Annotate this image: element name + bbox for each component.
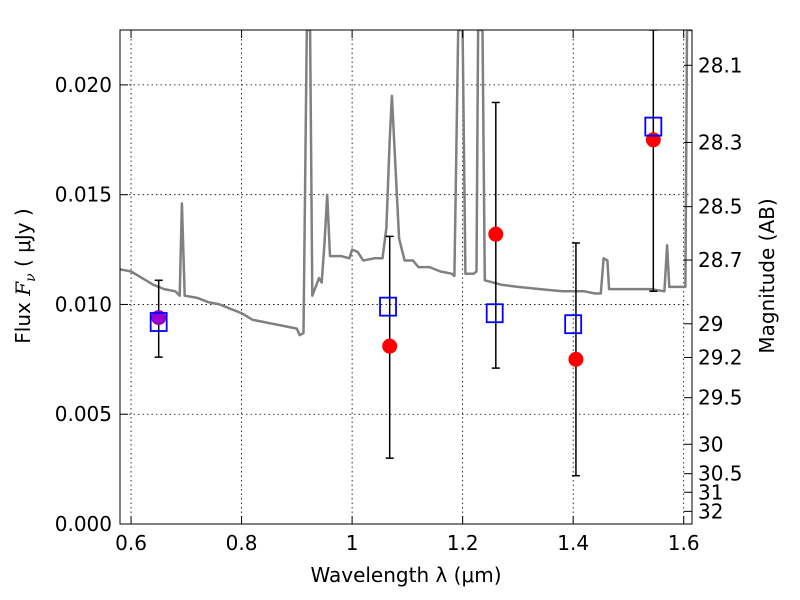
x-tick-label: 1.2 xyxy=(447,531,479,555)
y-axis-label-symbol: F xyxy=(11,281,35,297)
right-tick-label: 29 xyxy=(698,312,723,336)
y-tick-label: 0.005 xyxy=(55,402,112,426)
observed-point xyxy=(568,351,584,367)
observed-point xyxy=(488,226,504,242)
plot-frame xyxy=(119,29,693,525)
right-tick-label: 31 xyxy=(698,480,723,504)
right-tick-label: 28.1 xyxy=(698,53,743,77)
y-tick-label: 0.020 xyxy=(55,73,112,97)
y-tick-label: 0.000 xyxy=(55,512,112,536)
x-axis-label: Wavelength λ (μm) xyxy=(310,563,501,587)
right-tick-label: 32 xyxy=(698,499,723,523)
right-tick-label: 28.7 xyxy=(698,248,743,272)
right-tick-label: 29.2 xyxy=(698,345,743,369)
model-point xyxy=(379,296,397,317)
y-axis-label-unit: ( μJy ) xyxy=(11,208,35,273)
y-axis-left: 0.000 0.005 0.010 0.015 0.020 xyxy=(55,73,128,536)
right-tick-label: 28.5 xyxy=(698,195,743,219)
y-axis-label-subscript: ν xyxy=(23,273,39,282)
right-tick-label: 30 xyxy=(698,432,723,456)
model-point xyxy=(644,116,663,137)
plot-area xyxy=(120,30,692,524)
x-tick-label: 0.6 xyxy=(115,531,147,555)
right-tick-label: 28.3 xyxy=(698,130,743,154)
x-tick-label: 1.6 xyxy=(668,531,700,555)
model-point xyxy=(149,312,168,332)
right-tick-label: 30.5 xyxy=(698,462,743,486)
right-tick-label: 29.5 xyxy=(698,386,743,410)
y-tick-label: 0.015 xyxy=(55,183,112,207)
y-axis-right-label: Magnitude (AB) xyxy=(755,198,779,353)
y-tick-label: 0.010 xyxy=(55,292,112,316)
y-axis-label-prefix: Flux xyxy=(11,296,35,344)
x-tick-label: 1.4 xyxy=(557,531,589,555)
x-axis: 0.6 0.8 1 1.2 1.4 1.6 xyxy=(115,30,700,555)
observed-point xyxy=(645,132,661,148)
model-point xyxy=(564,314,583,335)
spectrum-line xyxy=(120,30,692,337)
x-tick-label: 0.8 xyxy=(226,531,258,555)
observed-point xyxy=(382,338,398,354)
model-point xyxy=(485,303,504,324)
y-axis-label: Flux Fν ( μJy ) xyxy=(11,208,39,343)
x-tick-label: 1 xyxy=(346,531,359,555)
